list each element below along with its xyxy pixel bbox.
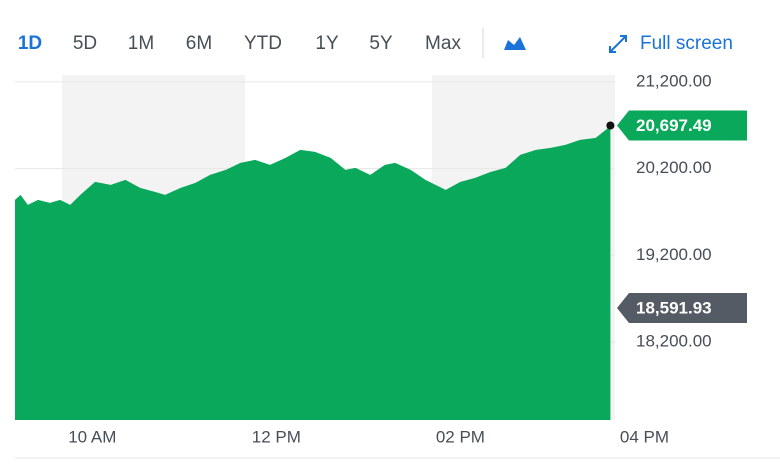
range-button[interactable]: 6M	[186, 33, 212, 54]
range-button[interactable]: 5D	[73, 33, 97, 54]
range-button[interactable]: 1D	[18, 33, 42, 54]
price-tag-label: 18,591.93	[636, 298, 712, 317]
range-button[interactable]: 1Y	[315, 33, 339, 54]
y-tick-label: 19,200.00	[636, 245, 712, 264]
range-button[interactable]: Max	[425, 33, 461, 54]
price-area	[15, 125, 611, 420]
x-tick-label: 10 AM	[68, 427, 116, 446]
y-tick-label: 18,200.00	[636, 331, 712, 350]
fullscreen-icon[interactable]	[609, 35, 627, 53]
y-tick-label: 21,200.00	[636, 71, 712, 90]
x-tick-label: 12 PM	[252, 427, 301, 446]
chart-type-icon[interactable]	[504, 37, 526, 50]
price-tag	[617, 293, 747, 324]
range-button[interactable]: 1M	[128, 33, 154, 54]
y-tick-label: 20,200.00	[636, 158, 712, 177]
fullscreen-button[interactable]: Full screen	[640, 33, 733, 54]
x-tick-label: 02 PM	[436, 427, 485, 446]
price-tag-label: 20,697.49	[636, 116, 712, 135]
x-tick-label: 04 PM	[620, 427, 669, 446]
range-button[interactable]: YTD	[244, 33, 282, 54]
last-point	[606, 121, 615, 130]
range-button[interactable]: 5Y	[369, 33, 393, 54]
price-tag	[617, 110, 747, 141]
